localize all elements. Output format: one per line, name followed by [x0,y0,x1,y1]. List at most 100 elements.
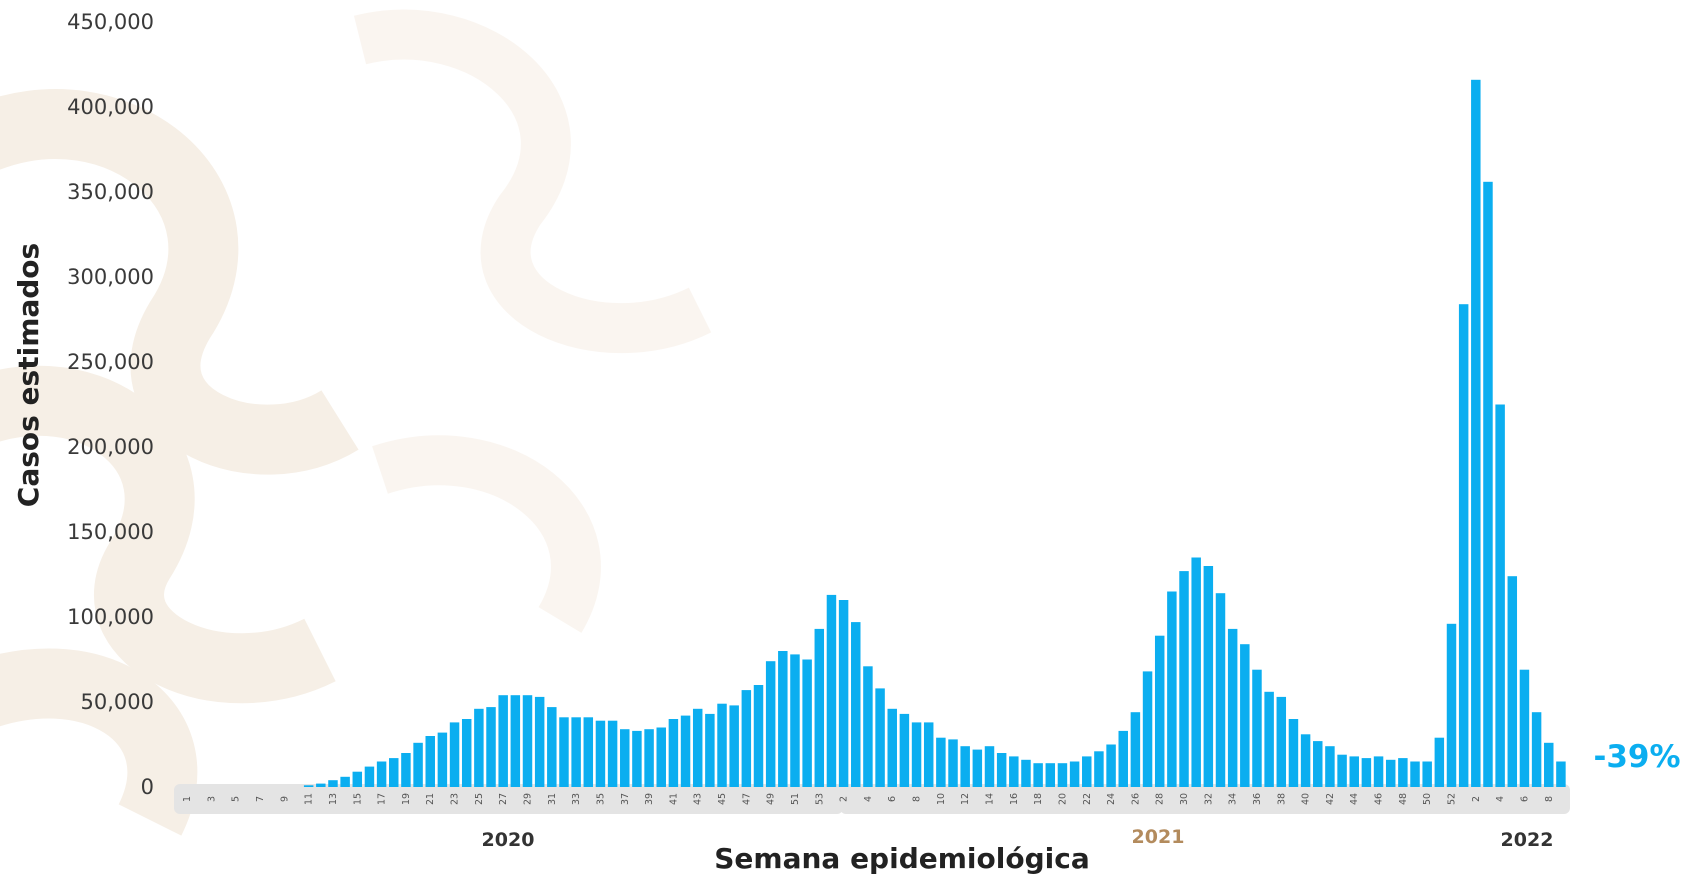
x-tick-label: 1 [182,796,193,802]
x-tick-label: 46 [1374,793,1385,805]
bar [729,705,739,787]
bar [632,730,642,787]
bar [1009,756,1019,787]
bar [996,753,1007,787]
bar [1021,759,1031,787]
bar [1215,593,1226,787]
bar [413,742,423,787]
x-tick-label: 51 [790,793,801,805]
bar [1106,744,1116,787]
x-tick-label: 5 [231,796,242,802]
y-axis-title: Casos estimados [12,243,45,507]
bar [972,749,983,787]
bar [364,766,375,787]
bar [851,622,861,787]
x-tick-label: 9 [279,796,290,802]
x-tick-label: 47 [741,793,752,805]
bar [802,659,812,787]
bar [376,761,387,787]
x-tick-label: 32 [1203,793,1214,805]
bar [486,707,496,787]
bar [1313,741,1323,787]
bar [607,720,618,787]
bar [984,746,995,787]
y-axis: 0 50,000 100,000 150,000 200,000 250,000 300,0… [67,10,154,799]
bar [1458,304,1469,787]
bar [911,722,922,787]
x-tick-label: 45 [717,793,728,805]
x-tick-label: 28 [1155,793,1166,805]
year-label-2021: 2021 [1132,826,1185,848]
x-tick-label: 13 [328,793,339,805]
y-tick-label: 0 [141,775,154,799]
bar [474,708,484,787]
y-tick-label: 350,000 [67,180,154,204]
bar [936,737,946,787]
x-tick-label: 38 [1276,793,1287,805]
x-tick-band-2022 [1478,784,1570,814]
bar [1361,758,1372,787]
bar [814,628,825,787]
bar [316,783,326,787]
bar [1349,756,1359,787]
x-tick-label: 50 [1422,793,1433,805]
x-tick-label: 7 [255,796,266,802]
bar [1094,751,1104,787]
x-tick-label: 23 [450,793,461,805]
bar [1288,719,1299,787]
x-tick-label: 4 [863,796,874,802]
x-tick-label: 2 [839,796,850,802]
bar [1069,761,1080,787]
bar [534,696,545,787]
year-label-2020: 2020 [482,829,535,851]
bar [1179,571,1189,787]
bar [705,713,715,787]
bar [680,715,691,787]
bar [1531,712,1542,787]
bar [559,717,569,787]
x-tick-label: 17 [377,793,388,805]
bar [340,776,350,787]
y-tick-label: 200,000 [67,435,154,459]
bar [1082,756,1092,787]
bar [1544,742,1554,787]
bar [753,685,764,787]
bar [790,654,800,787]
x-tick-label: 48 [1398,793,1409,805]
bar [826,594,837,787]
x-tick-label: 25 [474,793,485,805]
watermark [0,9,712,836]
bar [389,758,399,787]
bar [1118,730,1128,787]
bar [352,771,363,787]
bar [741,690,752,787]
y-tick-label: 50,000 [81,690,154,714]
bar [778,651,788,787]
bar [1325,746,1335,787]
x-tick-label: 16 [1009,793,1020,805]
x-tick-label: 33 [571,793,582,805]
bar [1385,759,1396,787]
change-annotation: -39% [1593,739,1680,775]
x-tick-label: 18 [1033,793,1044,805]
bar [1203,566,1214,787]
x-tick-label: 20 [1057,793,1068,805]
x-tick-label: 6 [1519,796,1530,802]
x-tick-label: 6 [887,796,898,802]
y-tick-label: 300,000 [67,265,154,289]
x-tick-band-2020 [174,784,843,814]
bar [571,717,581,787]
bar [1434,737,1445,787]
x-tick-label: 12 [960,793,971,805]
x-tick-label: 35 [595,793,606,805]
bar [583,717,594,787]
bar [1422,761,1432,787]
bar [875,688,885,787]
x-tick-label: 14 [985,793,996,805]
x-tick-label: 37 [620,793,631,805]
bar [328,780,338,787]
x-tick-band-2021 [840,784,1492,814]
bar [510,695,521,787]
bar [668,719,679,787]
